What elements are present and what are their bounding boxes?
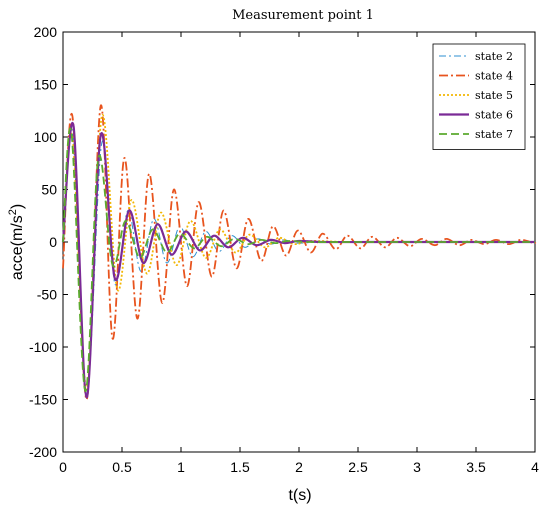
- y-tick-label: 100: [34, 129, 58, 145]
- y-tick-label: -150: [29, 392, 57, 408]
- y-axis: 200 150 100 50 0 -50 -100 -150 -200: [29, 24, 535, 460]
- x-tick-label: 4: [531, 459, 539, 475]
- legend-label: state 4: [475, 70, 513, 83]
- x-tick-label: 0.5: [112, 459, 132, 475]
- x-axis-label: t(s): [288, 487, 311, 504]
- y-tick-label: 150: [34, 77, 58, 93]
- x-tick-label: 3: [413, 459, 421, 475]
- x-tick-label: 3.5: [466, 459, 486, 475]
- y-tick-label: -50: [37, 287, 57, 303]
- y-tick-label: -200: [29, 444, 57, 460]
- y-tick-label: -100: [29, 339, 57, 355]
- legend-box: [432, 43, 526, 150]
- y-axis-label-suffix: ): [9, 204, 26, 209]
- y-tick-label: 0: [49, 234, 57, 250]
- legend-label: state 6: [475, 109, 513, 122]
- series-group: [61, 104, 537, 401]
- y-tick-label: 50: [41, 182, 57, 198]
- legend: state 2 state 4 state 5 state 6 state 7: [432, 43, 526, 150]
- x-axis: 0 0.5 1 1.5 2 2.5 3 3.5 4: [59, 32, 539, 475]
- chart-title: Measurement point 1: [232, 8, 374, 23]
- x-tick-label: 1.5: [230, 459, 250, 475]
- legend-label: state 2: [475, 50, 513, 63]
- y-axis-label-sup: 2: [7, 209, 19, 215]
- x-tick-label: 2: [295, 459, 303, 475]
- y-axis-label-main: acce(m/s: [9, 215, 26, 280]
- x-tick-label: 1: [177, 459, 185, 475]
- series-line-state-7: [62, 127, 535, 393]
- y-axis-label: acce(m/s2): [7, 204, 26, 280]
- x-tick-label: 2.5: [348, 459, 368, 475]
- series-line-state-4: [62, 104, 537, 401]
- x-tick-label: 0: [59, 459, 67, 475]
- legend-label: state 5: [475, 89, 513, 102]
- legend-label: state 7: [475, 128, 513, 141]
- y-tick-label: 200: [34, 24, 58, 40]
